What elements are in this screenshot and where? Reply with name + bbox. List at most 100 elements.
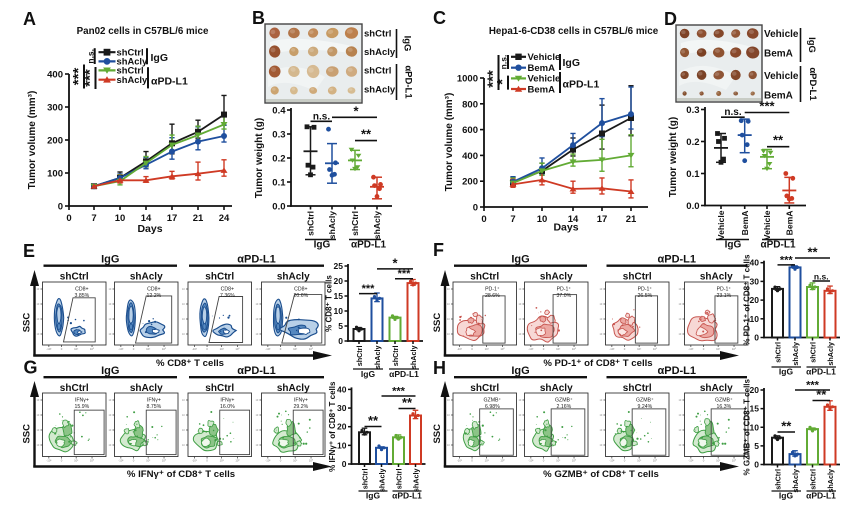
svg-text:10: 10 <box>37 444 40 447</box>
svg-text:20: 20 <box>750 385 760 395</box>
svg-text:37.0%: 37.0% <box>557 293 572 299</box>
svg-text:10: 10 <box>600 444 603 447</box>
svg-text:shCtrl: shCtrl <box>60 272 89 283</box>
svg-text:GZMB⁺: GZMB⁺ <box>484 398 502 404</box>
svg-text:10³: 10³ <box>485 347 489 351</box>
svg-text:8.75%: 8.75% <box>147 404 162 410</box>
svg-text:IgG: IgG <box>101 254 119 266</box>
svg-text:IgG: IgG <box>314 240 331 251</box>
svg-text:10: 10 <box>182 303 185 306</box>
svg-text:*: * <box>392 255 398 270</box>
svg-text:10³: 10³ <box>485 459 489 463</box>
svg-text:H: H <box>433 358 446 378</box>
svg-text:300: 300 <box>47 103 63 114</box>
svg-text:IgG: IgG <box>511 254 529 266</box>
svg-text:10⁵: 10⁵ <box>90 459 94 463</box>
svg-text:10: 10 <box>109 333 112 336</box>
svg-text:-10³: -10³ <box>688 347 693 351</box>
svg-text:**: ** <box>368 413 379 428</box>
svg-text:0: 0 <box>703 347 705 351</box>
svg-text:10⁵: 10⁵ <box>500 347 504 351</box>
svg-text:shAcly: shAcly <box>409 346 418 370</box>
svg-text:5: 5 <box>754 441 759 451</box>
svg-text:*: * <box>353 104 359 119</box>
svg-text:10: 10 <box>115 213 126 224</box>
svg-text:3.85%: 3.85% <box>75 293 90 299</box>
svg-text:-10³: -10³ <box>118 347 123 351</box>
svg-text:10: 10 <box>256 288 259 291</box>
svg-text:αPD-L1: αPD-L1 <box>563 79 600 91</box>
svg-text:15: 15 <box>750 404 760 414</box>
svg-text:10: 10 <box>109 429 112 432</box>
svg-text:**: ** <box>361 127 372 142</box>
svg-text:16.0%: 16.0% <box>220 404 235 410</box>
svg-text:shAcly: shAcly <box>117 74 149 85</box>
svg-text:10: 10 <box>519 288 522 291</box>
svg-text:-10³: -10³ <box>457 459 462 463</box>
svg-text:BemA: BemA <box>528 84 556 95</box>
svg-text:shCtrl: shCtrl <box>360 469 369 490</box>
svg-text:24: 24 <box>219 213 230 224</box>
svg-text:2.16%: 2.16% <box>557 404 572 410</box>
svg-text:shAcly: shAcly <box>327 211 337 239</box>
svg-text:26.5%: 26.5% <box>638 293 653 299</box>
svg-text:n.s.: n.s. <box>724 107 741 118</box>
svg-text:IgG: IgG <box>151 52 169 64</box>
svg-text:0: 0 <box>280 347 282 351</box>
svg-text:10: 10 <box>537 214 548 225</box>
svg-text:PD-1⁺: PD-1⁺ <box>557 287 572 293</box>
svg-text:12.2%: 12.2% <box>147 293 162 299</box>
svg-text:0: 0 <box>754 333 759 343</box>
svg-text:800: 800 <box>462 99 478 110</box>
svg-text:Vehicle: Vehicle <box>762 210 772 240</box>
svg-text:shCtrl: shCtrl <box>623 383 652 394</box>
svg-text:10: 10 <box>447 303 450 306</box>
svg-text:αPD-L1: αPD-L1 <box>389 369 419 379</box>
svg-text:10: 10 <box>182 414 185 417</box>
svg-text:21: 21 <box>626 214 637 225</box>
svg-text:10⁵: 10⁵ <box>90 347 94 351</box>
svg-text:10: 10 <box>37 288 40 291</box>
svg-text:10: 10 <box>109 399 112 402</box>
svg-text:17: 17 <box>167 213 178 224</box>
svg-text:10: 10 <box>519 318 522 321</box>
svg-text:shAcly: shAcly <box>364 85 396 96</box>
svg-text:shCtrl: shCtrl <box>205 383 234 394</box>
svg-text:-10³: -10³ <box>688 459 693 463</box>
svg-text:10³: 10³ <box>716 347 720 351</box>
svg-text:shCtrl: shCtrl <box>306 211 316 236</box>
svg-text:0: 0 <box>471 459 473 463</box>
svg-text:αPD-L1: αPD-L1 <box>392 491 422 501</box>
svg-text:40: 40 <box>750 258 760 268</box>
svg-text:-10³: -10³ <box>265 347 270 351</box>
svg-text:shAcly: shAcly <box>791 342 800 366</box>
svg-text:21: 21 <box>193 213 204 224</box>
svg-text:10: 10 <box>679 333 682 336</box>
svg-text:10: 10 <box>600 318 603 321</box>
svg-text:29.2%: 29.2% <box>294 404 309 410</box>
svg-text:20: 20 <box>337 422 347 432</box>
svg-text:Vehicle: Vehicle <box>764 29 799 40</box>
svg-text:10: 10 <box>447 429 450 432</box>
svg-text:SSC: SSC <box>432 313 443 333</box>
svg-text:Vehicle: Vehicle <box>716 210 726 240</box>
svg-text:20: 20 <box>750 295 760 305</box>
svg-text:αPD-L1: αPD-L1 <box>403 65 414 99</box>
svg-text:shAcly: shAcly <box>700 383 733 394</box>
svg-text:% CD8⁺ T cells: % CD8⁺ T cells <box>156 358 224 369</box>
svg-text:A: A <box>23 9 36 29</box>
svg-text:20.6%: 20.6% <box>294 293 309 299</box>
svg-text:IFNγ+: IFNγ+ <box>220 398 234 404</box>
svg-text:10⁵: 10⁵ <box>500 459 504 463</box>
svg-text:7: 7 <box>91 213 96 224</box>
svg-text:Tumor volume (mm³): Tumor volume (mm³) <box>444 93 455 192</box>
svg-text:% GZMB⁺ of CD8⁺ T cells: % GZMB⁺ of CD8⁺ T cells <box>743 378 752 475</box>
svg-text:10: 10 <box>519 414 522 417</box>
svg-text:IgG: IgG <box>725 240 742 251</box>
svg-text:shCtrl: shCtrl <box>355 346 364 367</box>
svg-text:10: 10 <box>679 444 682 447</box>
svg-text:10³: 10³ <box>74 347 78 351</box>
svg-text:GZMB⁺: GZMB⁺ <box>555 398 573 404</box>
svg-text:7.36%: 7.36% <box>220 293 235 299</box>
svg-text:BemA: BemA <box>740 211 750 236</box>
